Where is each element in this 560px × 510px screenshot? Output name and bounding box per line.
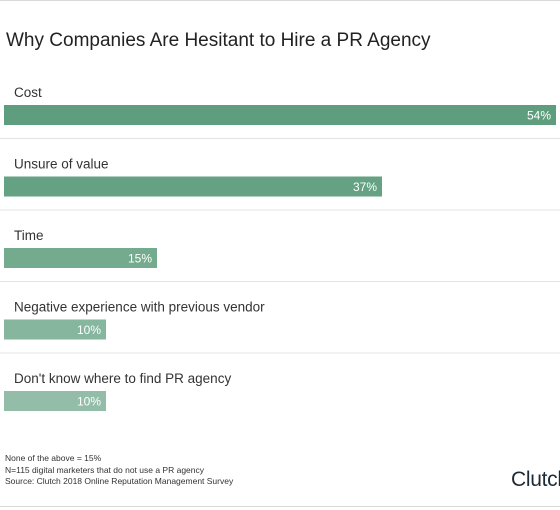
chart-title: Why Companies Are Hesitant to Hire a PR … <box>6 30 431 51</box>
value-label: 10% <box>77 395 101 409</box>
bottom-border <box>0 506 560 507</box>
value-label: 10% <box>77 323 101 337</box>
bar <box>4 391 106 411</box>
bar-row: Cost 54% <box>0 85 560 139</box>
value-label: 15% <box>128 252 152 266</box>
footnote-sample-size: N=115 digital marketers that do not use … <box>5 464 204 475</box>
clutch-logo: Clutch <box>511 468 560 491</box>
bar-chart: Cost 54% Unsure of value 37% Time 15% Negative… <box>0 85 560 411</box>
bar-row: Don't know where to find PR agency 10% <box>4 371 231 411</box>
category-label: Time <box>14 228 44 243</box>
bar <box>4 319 106 340</box>
footnote-source: Source: Clutch 2018 Online Reputation Ma… <box>5 476 234 486</box>
bar-row: Negative experience with previous vendor… <box>0 300 560 354</box>
top-border <box>0 0 560 1</box>
bar <box>4 105 556 125</box>
category-label: Negative experience with previous vendor <box>14 300 265 315</box>
footnotes: None of the above = 15% N=115 digital ma… <box>5 453 233 488</box>
bar <box>4 176 382 197</box>
bar-row: Unsure of value 37% <box>0 157 560 211</box>
value-label: 54% <box>527 109 551 123</box>
bar <box>4 248 157 268</box>
category-label: Unsure of value <box>14 157 109 172</box>
category-label: Cost <box>14 85 42 100</box>
value-label: 37% <box>353 180 377 194</box>
category-label: Don't know where to find PR agency <box>14 371 231 386</box>
bar-row: Time 15% <box>0 228 560 282</box>
footnote-none-of-above: None of the above = 15% <box>5 453 102 463</box>
